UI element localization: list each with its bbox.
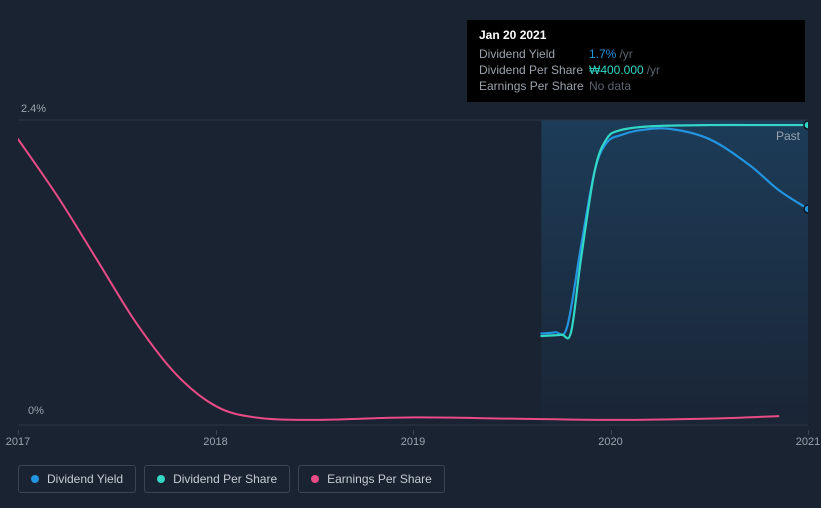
tooltip-value: 1.7% [589, 47, 616, 61]
tooltip-row: Dividend Per Share₩400.000/yr [479, 62, 793, 78]
x-axis-label: 2019 [401, 436, 425, 448]
tooltip-label: Dividend Per Share [479, 63, 589, 77]
x-axis-label: 2021 [796, 436, 820, 448]
legend-label: Dividend Yield [47, 472, 123, 486]
chart-tooltip: Jan 20 2021 Dividend Yield1.7%/yrDividen… [467, 20, 805, 102]
x-tick [611, 430, 612, 435]
legend-dot-icon [31, 475, 39, 483]
tooltip-label: Earnings Per Share [479, 79, 589, 93]
legend: Dividend Yield Dividend Per Share Earnings… [18, 465, 445, 493]
y-axis-max: 2.4% [21, 103, 46, 115]
legend-item[interactable]: Earnings Per Share [298, 465, 445, 493]
tooltip-row: Dividend Yield1.7%/yr [479, 46, 793, 62]
tooltip-value: No data [589, 79, 631, 93]
tooltip-suffix: /yr [647, 63, 660, 77]
x-axis-label: 2018 [203, 436, 227, 448]
x-tick [808, 430, 809, 435]
x-axis-label: 2017 [6, 436, 30, 448]
line-chart: 2.4% 0% Past [18, 105, 808, 450]
chart-svg [18, 105, 808, 430]
y-axis-min: 0% [28, 405, 44, 417]
tooltip-suffix: /yr [619, 47, 632, 61]
legend-label: Dividend Per Share [173, 472, 277, 486]
tooltip-value: ₩400.000 [589, 63, 644, 77]
x-axis: 20172018201920202021 [18, 430, 808, 450]
past-label: Past [776, 129, 800, 143]
legend-item[interactable]: Dividend Per Share [144, 465, 290, 493]
legend-label: Earnings Per Share [327, 472, 432, 486]
x-tick [413, 430, 414, 435]
legend-item[interactable]: Dividend Yield [18, 465, 136, 493]
legend-dot-icon [157, 475, 165, 483]
legend-dot-icon [311, 475, 319, 483]
tooltip-row: Earnings Per ShareNo data [479, 78, 793, 94]
tooltip-date: Jan 20 2021 [479, 28, 793, 42]
x-tick [18, 430, 19, 435]
x-axis-label: 2020 [598, 436, 622, 448]
tooltip-label: Dividend Yield [479, 47, 589, 61]
x-tick [216, 430, 217, 435]
